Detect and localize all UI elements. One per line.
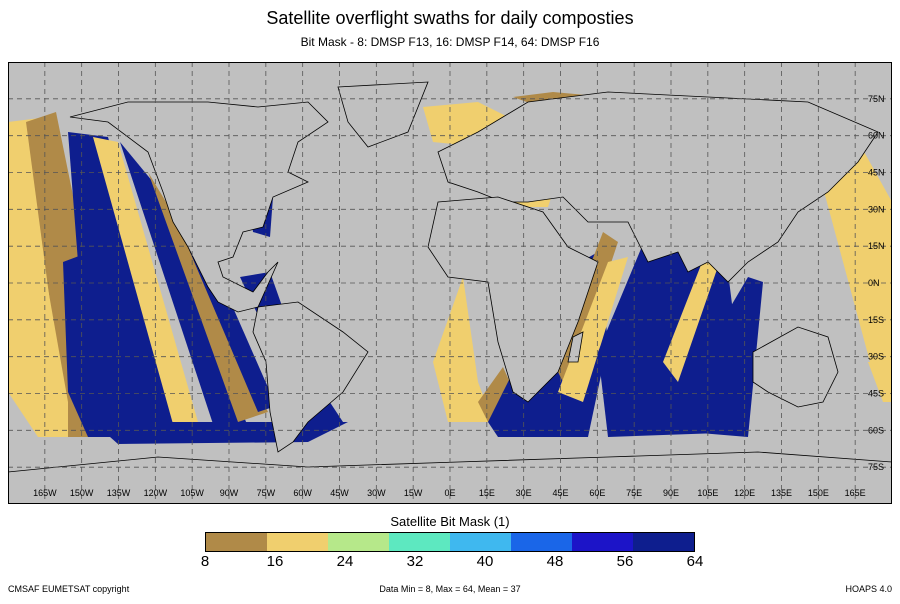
latitude-label: 30S (868, 352, 884, 362)
colorbar-tick-label: 8 (200, 553, 210, 570)
north-america (69, 101, 329, 313)
longitude-label: 90W (220, 488, 239, 498)
longitude-labels: 165W 150W 135W 120W 105W 90W 75W 60W 45W 30W 15W 0E… (33, 488, 866, 498)
swath-f16 (68, 132, 183, 437)
swath-f14 (558, 257, 628, 402)
colorbar-tick-label: 56 (616, 553, 634, 570)
longitude-label: 135W (107, 488, 131, 498)
madagascar (567, 331, 584, 363)
map-border (8, 62, 892, 504)
swath-f16 (93, 422, 348, 444)
version-text: HOAPS 4.0 (845, 584, 892, 594)
colorbar-tick-label: 40 (476, 553, 494, 570)
longitude-label: 150W (70, 488, 94, 498)
colorbar-tick-labels: 8 16 24 32 40 48 56 64 (201, 553, 704, 571)
graticule (8, 62, 892, 504)
longitude-label: 60W (293, 488, 312, 498)
colorbar-tick-label: 16 (266, 553, 284, 570)
latitude-label: 45S (868, 389, 884, 399)
swath-f14 (868, 362, 892, 402)
copyright-text: CMSAF EUMETSAT copyright (8, 584, 130, 594)
longitude-label: 165W (33, 488, 57, 498)
colorbar-tick-label: 48 (546, 553, 564, 570)
longitude-label: 45W (330, 488, 349, 498)
colorbar-segment (633, 533, 694, 551)
latitude-label: 75N (868, 94, 885, 104)
longitude-label: 105W (180, 488, 204, 498)
map-title: Satellite overflight swaths for daily co… (266, 8, 634, 28)
longitude-label: 15W (404, 488, 423, 498)
colorbar-segment (328, 533, 389, 551)
latitude-label: 60S (868, 425, 884, 435)
longitude-label: 90E (663, 488, 679, 498)
colorbar-tick-label: 24 (336, 553, 354, 570)
latitude-label: 0N (868, 278, 880, 288)
colorbar-tick-label: 64 (686, 553, 704, 570)
world-map: 75N 60N 45N 30N 15N 0N 15S 30S 45S 60S 75S 165W 150… (8, 62, 892, 504)
longitude-label: 105E (697, 488, 718, 498)
latitude-labels: 75N 60N 45N 30N 15N 0N 15S 30S 45S 60S 75S (868, 94, 885, 472)
map-panel: 75N 60N 45N 30N 15N 0N 15S 30S 45S 60S 75S 165W 150… (8, 62, 892, 504)
map-subtitle: Bit Mask - 8: DMSP F13, 16: DMSP F14, 64… (300, 35, 600, 49)
longitude-label: 45E (552, 488, 568, 498)
longitude-label: 150E (808, 488, 829, 498)
colorbar-segment (389, 533, 450, 551)
swath-f14 (8, 147, 68, 437)
longitude-label: 0E (444, 488, 455, 498)
colorbar (205, 532, 695, 552)
swath-f13 (553, 232, 618, 392)
latitude-label: 75S (868, 462, 884, 472)
swath-f14 (93, 137, 198, 424)
colorbar-segment (511, 533, 572, 551)
colorbar-segment (206, 533, 267, 551)
africa (427, 196, 599, 403)
australia (752, 326, 839, 408)
colorbar-tick-label: 32 (406, 553, 424, 570)
swath-f14 (433, 277, 493, 422)
longitude-label: 165E (845, 488, 866, 498)
longitude-label: 120E (734, 488, 755, 498)
longitude-label: 30W (367, 488, 386, 498)
swath-f16 (688, 277, 763, 437)
latitude-label: 15S (868, 315, 884, 325)
longitude-label: 15E (479, 488, 495, 498)
continent-outlines (8, 81, 892, 504)
colorbar-segment (267, 533, 328, 551)
longitude-label: 60E (589, 488, 605, 498)
latitude-label: 45N (868, 168, 885, 178)
longitude-label: 75E (626, 488, 642, 498)
longitude-label: 135E (771, 488, 792, 498)
latitude-label: 60N (868, 131, 885, 141)
latitude-label: 15N (868, 241, 885, 251)
longitude-label: 75W (257, 488, 276, 498)
eurasia (437, 91, 879, 283)
data-stats-text: Data Min = 8, Max = 64, Mean = 37 (379, 584, 521, 594)
colorbar-title: Satellite Bit Mask (1) (390, 514, 510, 529)
longitude-label: 30E (516, 488, 532, 498)
colorbar-segment (572, 533, 633, 551)
longitude-label: 120W (144, 488, 168, 498)
latitude-label: 30N (868, 204, 885, 214)
colorbar-segment (450, 533, 511, 551)
